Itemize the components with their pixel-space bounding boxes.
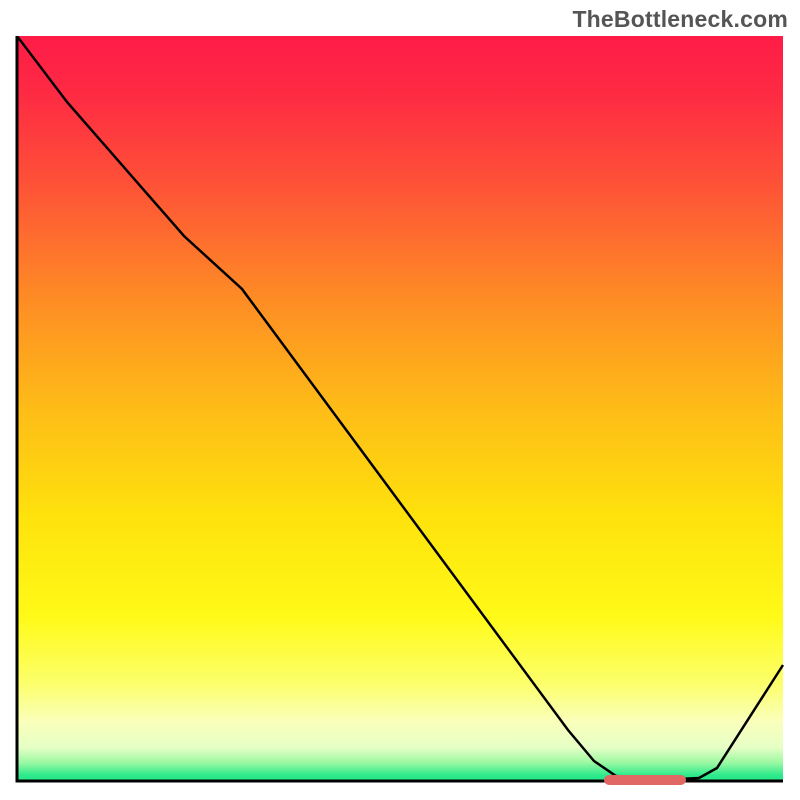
chart-svg [14, 36, 786, 784]
highlight-pill [604, 775, 686, 785]
watermark-text: TheBottleneck.com [572, 6, 788, 33]
chart-plot-area [14, 36, 786, 784]
curve-line [17, 36, 783, 780]
axis-lines [17, 36, 783, 781]
